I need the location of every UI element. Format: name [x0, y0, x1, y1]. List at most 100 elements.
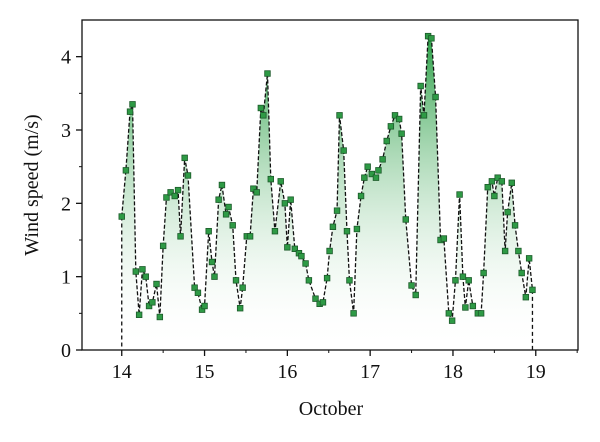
marker [432, 93, 439, 101]
plot-frame [81, 19, 579, 351]
marker [372, 174, 380, 181]
marker [236, 304, 244, 312]
marker [139, 266, 146, 273]
marker [132, 268, 140, 275]
y-tick-label: 4 [61, 47, 71, 69]
marker [440, 235, 448, 242]
marker [343, 227, 351, 235]
marker [232, 277, 240, 284]
marker [387, 123, 395, 130]
x-tick-label: 15 [195, 361, 215, 383]
marker [402, 216, 409, 223]
marker [452, 277, 459, 284]
marker [398, 130, 405, 137]
marker [167, 189, 174, 196]
marker [264, 70, 271, 77]
marker [375, 167, 382, 174]
marker [498, 178, 506, 185]
marker [336, 112, 343, 119]
marker [346, 277, 353, 284]
marker [395, 115, 403, 123]
marker [412, 291, 419, 299]
marker [494, 174, 501, 181]
marker [329, 223, 337, 230]
marker [201, 302, 208, 310]
x-tick-label: 17 [360, 361, 380, 383]
marker [484, 183, 491, 191]
marker [420, 112, 428, 119]
marker [171, 192, 178, 200]
marker [149, 299, 156, 306]
marker [218, 181, 226, 189]
x-tick-label: 19 [526, 361, 546, 383]
marker [491, 192, 498, 200]
marker [135, 311, 143, 318]
marker [488, 178, 496, 185]
marker [448, 317, 456, 324]
line [121, 34, 534, 324]
x-tick-label: 18 [443, 361, 463, 383]
marker [153, 280, 160, 288]
marker [323, 274, 331, 282]
y-tick-label: 3 [61, 120, 71, 142]
y-axis-label: Wind speed (m/s) [21, 114, 43, 255]
marker [340, 147, 347, 154]
marker [287, 196, 294, 203]
marker [445, 310, 453, 317]
marker [368, 170, 376, 178]
marker [361, 174, 368, 181]
marker [271, 227, 279, 235]
marker [511, 222, 519, 229]
marker [459, 273, 467, 280]
marker [205, 227, 212, 235]
marker [142, 273, 149, 280]
marker [302, 260, 309, 267]
marker [312, 295, 319, 302]
marker [319, 299, 327, 306]
marker [257, 104, 265, 112]
marker [350, 310, 357, 317]
marker [357, 192, 365, 200]
marker [281, 200, 289, 207]
marker [284, 244, 291, 251]
marker [417, 82, 424, 90]
marker [118, 213, 125, 220]
marker [428, 35, 435, 42]
marker [383, 137, 390, 145]
marker [267, 175, 274, 183]
y-tick-label: 0 [61, 340, 71, 362]
marker [515, 247, 522, 255]
marker [480, 269, 487, 277]
marker [191, 284, 198, 291]
marker [379, 156, 386, 163]
x-tick-label: 14 [112, 361, 132, 383]
marker [408, 282, 415, 289]
marker [391, 112, 399, 119]
marker [122, 167, 130, 174]
x-axis-label: October [299, 398, 364, 420]
marker [333, 207, 341, 214]
marker [291, 245, 299, 252]
y-tick-label: 2 [61, 193, 71, 215]
marker [326, 247, 333, 255]
marker [163, 194, 170, 201]
marker [305, 277, 313, 284]
marker [525, 255, 533, 262]
marker [174, 186, 182, 194]
marker [477, 310, 485, 317]
marker [260, 112, 267, 119]
marker [229, 222, 236, 229]
marker [456, 191, 463, 198]
marker [522, 293, 530, 301]
y-tick-label: 1 [61, 267, 71, 289]
x-tick-label: 16 [277, 361, 297, 383]
marker [211, 273, 218, 280]
area-fill [121, 36, 533, 351]
marker [156, 313, 164, 321]
marker [194, 289, 202, 296]
marker [465, 277, 472, 284]
marker [298, 252, 305, 260]
marker [518, 269, 525, 277]
marker [215, 196, 222, 203]
